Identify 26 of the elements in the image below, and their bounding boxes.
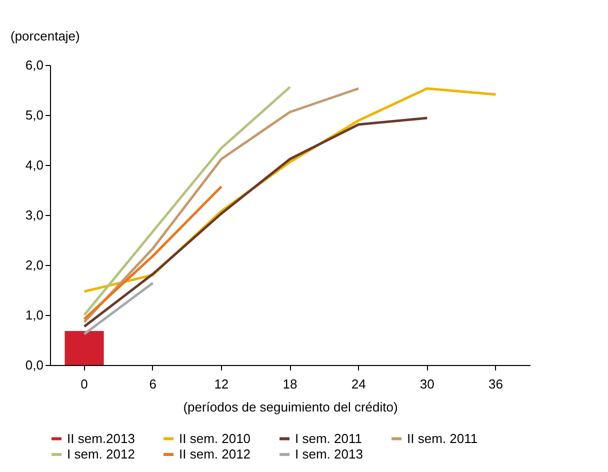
y-tick-label: 2,0 [25, 258, 44, 272]
legend-label: I sem. 2012 [67, 446, 135, 462]
y-tick-label: 4,0 [25, 158, 44, 172]
x-tick-label: 6 [149, 376, 156, 392]
legend-label: II sem. 2012 [179, 446, 251, 462]
x-tick-label: 30 [420, 376, 434, 392]
y-tick-label: 0,0 [25, 358, 44, 372]
y-tick-label: 1,0 [25, 308, 44, 322]
x-tick-label: 24 [351, 376, 366, 392]
legend-label: II sem.2013 [67, 430, 135, 446]
legend-label: II sem. 2011 [407, 430, 478, 446]
y-axis-title: (porcentaje) [10, 28, 80, 44]
legend-label: I sem. 2013 [295, 446, 363, 462]
x-tick-label: 0 [80, 376, 88, 392]
y-tick-label: 5,0 [25, 108, 44, 122]
x-tick-label: 12 [214, 376, 229, 392]
legend-label: II sem. 2010 [179, 430, 251, 446]
y-tick-label: 6,0 [25, 58, 44, 72]
x-axis-title: (períodos de seguimiento del crédito) [183, 400, 398, 414]
line-series [83, 87, 360, 324]
y-tick-label: 3,0 [25, 208, 44, 222]
x-tick-label: 18 [282, 376, 298, 392]
x-tick-label: 36 [488, 376, 503, 392]
line-series [83, 116, 428, 328]
legend-label: I sem. 2011 [295, 430, 362, 446]
line-series [83, 86, 292, 316]
